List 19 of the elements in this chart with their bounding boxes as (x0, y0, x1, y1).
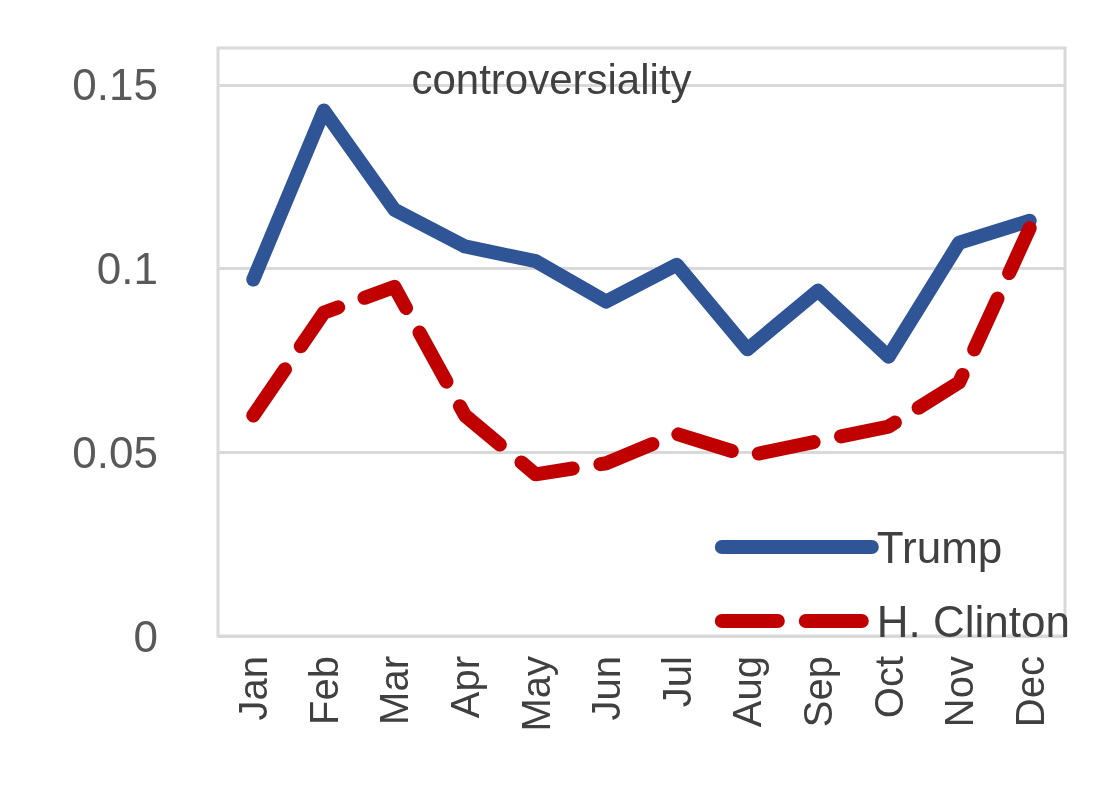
x-tick-label: Dec (1007, 656, 1052, 728)
y-tick-label: 0.1 (96, 244, 158, 293)
x-tick-label: May (513, 656, 558, 732)
legend-label: H. Clinton (876, 596, 1070, 646)
x-tick-label: Aug (725, 656, 770, 728)
y-tick-label: 0.15 (72, 60, 158, 110)
legend-label: Trump (876, 522, 1003, 572)
x-tick-label: Sep (795, 656, 840, 728)
chart-title: controversiality (411, 55, 692, 103)
x-tick-label: Feb (301, 656, 346, 725)
x-tick-label: Oct (866, 656, 911, 719)
x-tick-label: Mar (372, 656, 417, 725)
y-tick-label: 0.05 (72, 427, 158, 477)
y-tick-label: 0 (133, 611, 158, 661)
x-tick-label: Jan (231, 656, 276, 721)
x-tick-label: Apr (443, 656, 488, 719)
x-tick-label: Jun (584, 656, 629, 721)
x-tick-label: Nov (937, 656, 982, 728)
x-tick-label: Jul (654, 656, 699, 708)
